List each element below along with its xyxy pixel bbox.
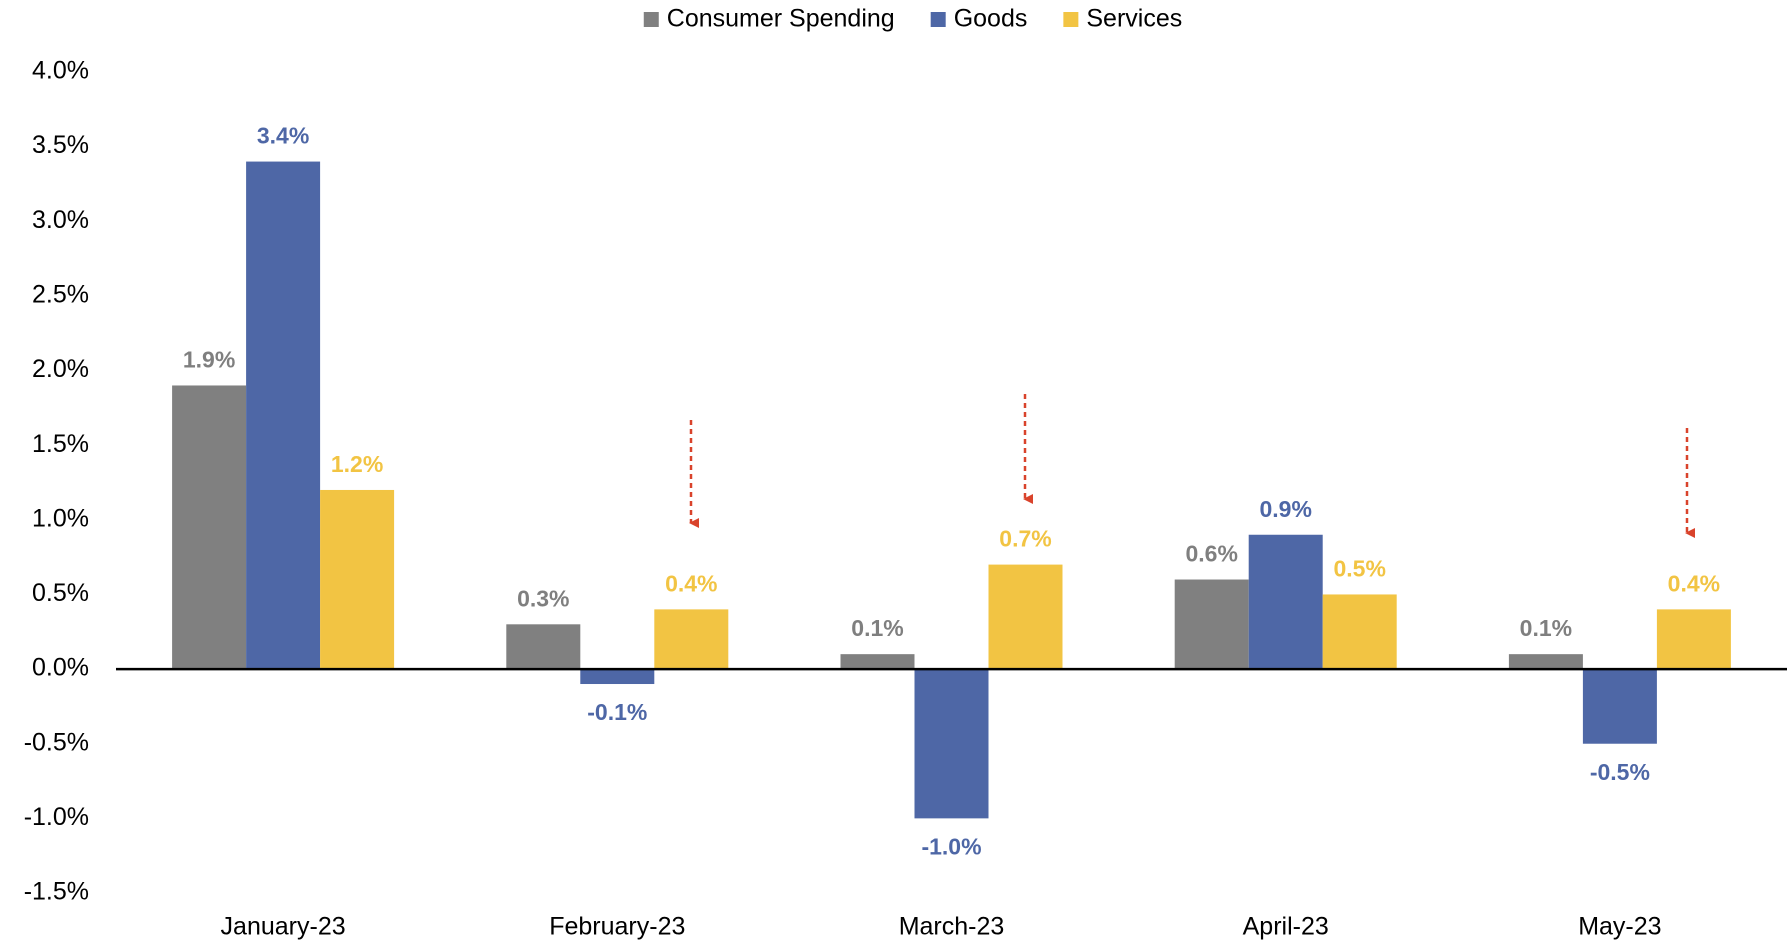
bar xyxy=(1582,669,1657,744)
legend-label: Consumer Spending xyxy=(667,5,895,33)
bar xyxy=(506,624,581,670)
y-tick-label: 0.0% xyxy=(32,654,89,682)
data-label: 0.1% xyxy=(1520,615,1572,641)
y-tick-label: 1.0% xyxy=(32,504,89,532)
bar xyxy=(172,385,247,670)
data-label: 1.9% xyxy=(183,347,235,373)
y-tick-label: 3.5% xyxy=(32,131,89,159)
bar xyxy=(1174,579,1249,670)
data-label: 0.4% xyxy=(1668,570,1720,596)
data-label: 0.1% xyxy=(851,615,903,641)
y-tick-label: -1.5% xyxy=(24,878,89,906)
y-tick-label: 4.0% xyxy=(32,57,89,85)
x-tick-label: January-23 xyxy=(221,913,346,941)
data-label: -1.0% xyxy=(921,833,981,859)
data-label: 0.6% xyxy=(1185,541,1237,567)
data-label: 0.5% xyxy=(1333,556,1385,582)
y-tick-label: 2.0% xyxy=(32,355,89,383)
y-tick-label: 0.5% xyxy=(32,579,89,607)
data-label: -0.1% xyxy=(587,699,647,725)
data-label: 0.3% xyxy=(517,585,569,611)
y-tick-label: 2.5% xyxy=(32,281,89,309)
data-label: -0.5% xyxy=(1590,759,1650,785)
data-label: 0.4% xyxy=(665,570,717,596)
bar xyxy=(1248,534,1323,670)
bar xyxy=(654,609,729,670)
bar xyxy=(580,669,655,685)
bar xyxy=(914,669,989,819)
x-tick-label: May-23 xyxy=(1578,913,1661,941)
data-label: 1.2% xyxy=(331,451,383,477)
legend-label: Services xyxy=(1086,5,1182,33)
x-tick-label: March-23 xyxy=(899,913,1005,941)
y-tick-label: 1.5% xyxy=(32,430,89,458)
bar xyxy=(246,161,321,670)
bar xyxy=(320,489,395,670)
data-label: 0.7% xyxy=(999,526,1051,552)
data-label: 0.9% xyxy=(1259,496,1311,522)
legend-swatch xyxy=(1063,12,1079,27)
x-tick-label: April-23 xyxy=(1243,913,1329,941)
bar xyxy=(1656,609,1731,670)
legend-label: Goods xyxy=(954,5,1028,33)
bar xyxy=(1508,654,1583,670)
bar xyxy=(988,564,1063,670)
y-tick-label: -1.0% xyxy=(24,803,89,831)
x-tick-label: February-23 xyxy=(549,913,685,941)
y-tick-label: -0.5% xyxy=(24,728,89,756)
legend-swatch xyxy=(643,12,659,27)
data-label: 3.4% xyxy=(257,123,309,149)
annotation-arrows xyxy=(689,394,1695,538)
bar xyxy=(840,654,915,670)
bar xyxy=(1322,594,1397,670)
legend-swatch xyxy=(930,12,946,27)
y-tick-label: 3.0% xyxy=(32,206,89,234)
